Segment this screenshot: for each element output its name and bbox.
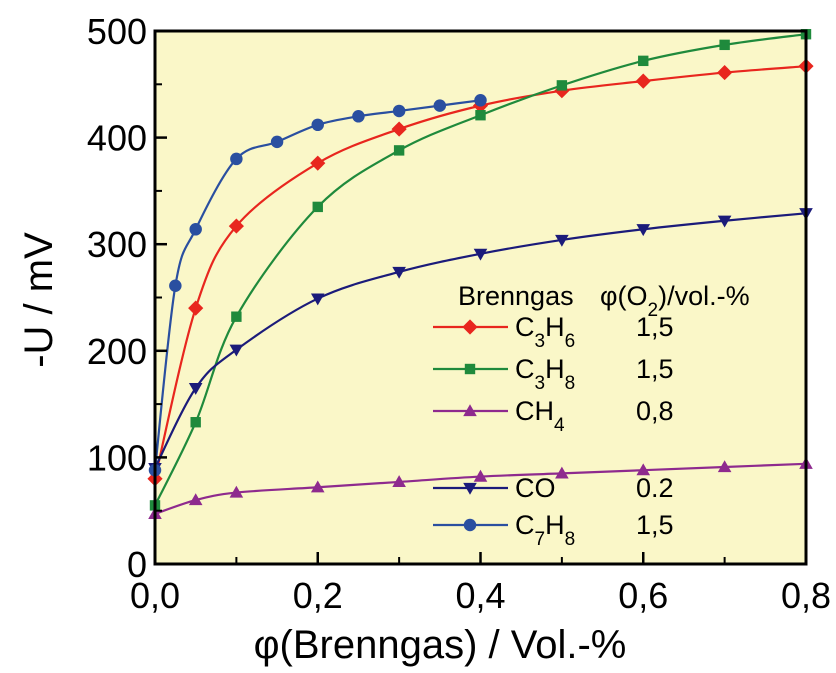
data-point [231, 311, 242, 322]
legend: Brenngas φ(O2)/vol.-% C3H6 1,5 C3H8 1,5 CH4 0… [433, 281, 750, 550]
data-point [392, 266, 406, 279]
legend-series-name: C3H8 [515, 354, 575, 394]
series-lines [153, 33, 807, 515]
legend-o2-value: 1,5 [636, 354, 674, 384]
legend-entry: C3H8 1,5 [433, 354, 674, 394]
data-point [638, 55, 649, 67]
legend-series-name: C3H6 [515, 312, 575, 352]
legend-marker [463, 404, 477, 417]
legend-o2-value: 1,5 [636, 312, 674, 342]
legend-o2-value: 0,8 [636, 396, 674, 426]
data-point [555, 234, 569, 247]
data-point [554, 83, 570, 99]
y-tick-label: 500 [87, 11, 147, 52]
data-point [556, 80, 568, 91]
data-point [719, 39, 730, 51]
data-point [228, 218, 244, 234]
legend-marker [463, 518, 477, 532]
series-line [153, 65, 807, 479]
series-line [154, 462, 807, 515]
x-tick-labels: 0,0 0,2 0,4 0,6 0,8 [130, 575, 831, 616]
legend-marker [462, 319, 478, 335]
legend-series-name: C7H8 [515, 510, 575, 550]
legend-o2-value: 0.2 [636, 473, 674, 503]
data-point [229, 344, 244, 357]
data-point [188, 493, 203, 506]
y-tick-label: 0 [127, 544, 147, 585]
y-tick-label: 200 [87, 331, 147, 372]
data-point [189, 223, 202, 236]
data-point [311, 118, 324, 132]
data-point [636, 463, 651, 476]
data-point [229, 485, 244, 498]
legend-series-name: CO [515, 473, 556, 503]
data-point [190, 417, 201, 428]
x-axis-title: φ(Brenngas) / Vol.-% [254, 623, 627, 667]
data-point [352, 110, 365, 123]
data-point [188, 300, 204, 316]
data-point [433, 99, 447, 112]
legend-entry: C7H8 1,5 [433, 510, 674, 550]
series-markers [147, 28, 814, 519]
legend-entry: CO 0.2 [433, 473, 674, 503]
x-tick-label: 0,4 [455, 575, 505, 616]
data-point [310, 155, 326, 171]
data-point [636, 224, 651, 237]
legend-entry: CH4 0,8 [433, 396, 674, 436]
data-point [473, 248, 488, 261]
data-point [475, 110, 486, 121]
data-point [188, 383, 203, 395]
legend-header-gas: Brenngas [458, 281, 574, 311]
data-point [169, 279, 182, 293]
x-tick-label: 0,6 [618, 575, 668, 616]
series-line [154, 33, 807, 506]
data-point [391, 121, 407, 137]
data-point [392, 475, 406, 488]
y-tick-label: 400 [87, 118, 147, 159]
data-point [312, 201, 323, 213]
data-point [717, 64, 733, 81]
legend-marker [464, 363, 476, 375]
x-tick-label: 0,2 [293, 575, 343, 616]
data-point [473, 469, 488, 482]
data-point [310, 480, 325, 493]
legend-header-o2: φ(O2)/vol.-% [600, 281, 750, 321]
data-point [270, 135, 284, 149]
y-axis-title: -U / mV [17, 232, 61, 368]
data-point [717, 215, 732, 228]
legend-marker [463, 482, 477, 495]
x-tick-label: 0,8 [781, 575, 831, 616]
data-point [310, 293, 325, 306]
legend-o2-value: 1,5 [636, 510, 674, 540]
y-tick-label: 100 [87, 437, 147, 478]
y-tick-labels: 0 100 200 300 400 500 [87, 11, 147, 585]
x-tick-label: 0,0 [130, 575, 180, 616]
data-point [230, 152, 243, 166]
axis-ticks [153, 29, 808, 566]
legend-series-name: CH4 [515, 396, 565, 436]
data-point [717, 460, 732, 473]
data-point [474, 94, 487, 107]
y-tick-label: 300 [87, 224, 147, 265]
data-point [635, 73, 651, 89]
data-point [555, 466, 569, 479]
data-point [393, 145, 405, 156]
data-point [392, 104, 406, 118]
legend-entry: C3H6 1,5 [433, 312, 674, 352]
series-line [154, 212, 807, 469]
